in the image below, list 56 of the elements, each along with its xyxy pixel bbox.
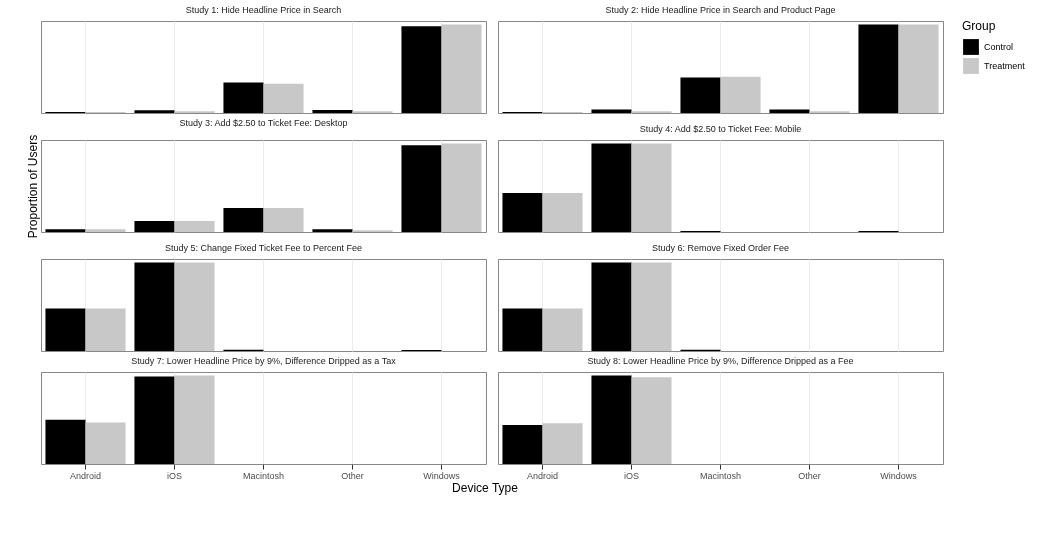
chart-title: Study 4: Add $2.50 to Ticket Fee: Mobile (639, 124, 802, 134)
bar (174, 375, 215, 464)
x-tick-label: Android (526, 470, 559, 481)
chart-title: Study 2: Hide Headline Price in Search and Product Page (605, 5, 836, 15)
x-tick-label: Macintosh (699, 470, 742, 481)
bar (174, 220, 215, 232)
bar (441, 143, 482, 232)
bar (174, 262, 215, 351)
bar (263, 83, 304, 113)
x-tick-label: iOS (623, 470, 640, 481)
bar (134, 376, 175, 464)
chart-title: Study 7: Lower Headline Price by 9%, Difference Dripped as a Tax (131, 356, 397, 366)
bar (85, 308, 126, 351)
bar (223, 208, 264, 232)
bar (542, 423, 583, 464)
bar (858, 24, 899, 113)
legend-label: Control (984, 42, 1014, 52)
legend-title: Group (962, 19, 996, 33)
chart-title: Study 1: Hide Headline Price in Search (185, 5, 342, 15)
x-tick-label: Macintosh (242, 470, 285, 481)
bar (591, 375, 632, 464)
bar (591, 109, 632, 113)
bar (134, 110, 175, 113)
bar (85, 229, 126, 232)
x-tick-label: Other (798, 470, 821, 481)
bar (441, 24, 482, 113)
bar (134, 220, 175, 232)
bar (223, 82, 264, 113)
bar (45, 308, 86, 351)
bar (401, 145, 442, 232)
bar (720, 76, 761, 113)
x-tick-label: iOS (166, 470, 183, 481)
bar (312, 109, 353, 113)
bar (502, 425, 543, 464)
y-axis-title: Proportion of Users (25, 134, 40, 239)
x-tick-label: Windows (423, 470, 461, 481)
bar (85, 422, 126, 464)
bar (680, 77, 721, 113)
bar (263, 208, 304, 232)
x-tick-label: Windows (880, 470, 918, 481)
bar (769, 109, 810, 113)
chart-title: Study 8: Lower Headline Price by 9%, Difference Dripped as a Fee (587, 356, 854, 366)
bar (401, 26, 442, 113)
x-tick-label: Android (69, 470, 102, 481)
bar (312, 229, 353, 232)
x-axis-title: Device Type (451, 481, 519, 495)
bar (45, 229, 86, 232)
chart-title: Study 3: Add $2.50 to Ticket Fee: Desktop (179, 118, 348, 129)
bar (45, 419, 86, 464)
x-tick-label: Other (341, 470, 364, 481)
bar (898, 24, 939, 113)
chart-title: Study 6: Remove Fixed Order Fee (651, 243, 790, 253)
bar (134, 262, 175, 351)
chart-title: Study 5: Change Fixed Ticket Fee to Percent Fee (164, 243, 363, 253)
legend-label: Treatment (984, 61, 1026, 71)
bar (631, 377, 672, 464)
